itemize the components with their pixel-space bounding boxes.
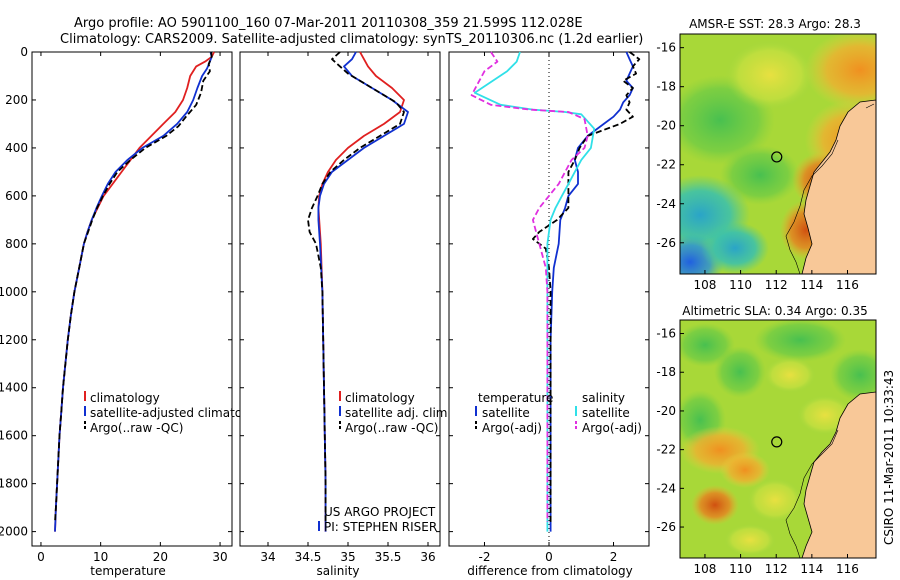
temp-legend-climatology: climatology <box>90 391 160 405</box>
salinity-x-tick-label-0: 34 <box>260 550 275 564</box>
diff-legend-sal-argo: Argo(-adj) <box>582 421 642 435</box>
temperature-x-tick-label-2: 20 <box>153 550 168 564</box>
difference-x-tick-label-1: 0 <box>545 550 553 564</box>
sst-map-lat-tick-label-1: -18 <box>656 80 676 94</box>
sal-legend-climatology: climatology <box>345 391 415 405</box>
sla-map-lat-tick-label-4: -24 <box>656 481 676 495</box>
salinity-series-argo-raw-qc <box>307 51 405 522</box>
temp-legend-satellite: satellite-adjusted climatology <box>90 406 268 420</box>
depth-tick-label-8: 1600 <box>0 429 28 443</box>
sst-map-lat-tick-label-5: -26 <box>656 236 676 250</box>
depth-tick-label-10: 2000 <box>0 525 28 539</box>
sla-map-argo-location-marker <box>771 436 783 448</box>
sla-map-title: Altimetric SLA: 0.34 Argo: 0.35 <box>682 304 867 318</box>
difference-series-salinity-argo-adj <box>470 51 589 522</box>
sla-bathymetry-contour <box>785 429 839 558</box>
salinity-panel: 34 34.5 35 35.5 36 salinity climatology sate… <box>239 51 451 578</box>
depth-tick-label-4: 800 <box>5 237 28 251</box>
sst-map-lat-tick-label-3: -22 <box>656 158 676 172</box>
sla-map-lon-tick-label-3: 114 <box>800 562 823 576</box>
depth-tick-label-3: 600 <box>5 189 28 203</box>
temperature-series-argo-raw-qc <box>54 51 213 523</box>
difference-plot-frame <box>448 51 650 547</box>
salinity-legend: climatology satellite adj. clim. Argo(..… <box>345 391 451 435</box>
temperature-xlabel: temperature <box>90 564 165 578</box>
temperature-legend: climatology satellite-adjusted climatolo… <box>90 391 268 435</box>
salinity-x-tick-label-4: 36 <box>420 550 435 564</box>
sst-map-lon-tick-label-2: 112 <box>765 278 788 292</box>
diff-legend-temp-argo: Argo(-adj) <box>482 421 542 435</box>
sst-coastline <box>801 99 876 274</box>
sst-map-lat-tick-label-2: -20 <box>656 119 676 133</box>
diff-legend-temperature-heading: temperature <box>478 391 553 405</box>
salinity-xlabel: salinity <box>316 564 359 578</box>
sla-map-lon-tick-label-2: 112 <box>765 562 788 576</box>
depth-tick-label-0: 0 <box>20 45 28 59</box>
sla-coastline <box>801 391 876 558</box>
difference-xlabel: difference from climatology <box>467 564 633 578</box>
temperature-x-tick-label-0: 0 <box>37 550 45 564</box>
figure-title-line2: Climatology: CARS2009. Satellite-adjuste… <box>60 32 643 47</box>
sla-map-field <box>680 320 876 558</box>
salinity-annotation-project: US ARGO PROJECT <box>324 505 436 519</box>
temperature-x-tick-label-3: 30 <box>212 550 227 564</box>
depth-tick-label-6: 1200 <box>0 333 28 347</box>
figure-title-line1: Argo profile: AO 5901100_160 07-Mar-2011… <box>74 16 583 31</box>
sst-map-field <box>680 34 876 274</box>
sla-map-lon-tick-label-0: 108 <box>693 562 716 576</box>
sla-map-lat-tick-label-0: -16 <box>656 327 676 341</box>
sal-legend-satellite: satellite adj. clim. <box>345 406 451 420</box>
sst-map-lon-tick-label-1: 110 <box>729 278 752 292</box>
depth-tick-label-5: 1000 <box>0 285 28 299</box>
salinity-x-tick-label-2: 35 <box>340 550 355 564</box>
sla-map-lat-tick-label-3: -22 <box>656 443 676 457</box>
diff-legend-temp-satellite: satellite <box>482 406 530 420</box>
sst-map-frame <box>679 33 877 275</box>
difference-panel: -2 0 2 difference from climatology tempera… <box>448 51 650 578</box>
diff-legend-sal-satellite: satellite <box>582 406 630 420</box>
difference-x-tick-label-0: -2 <box>478 550 490 564</box>
sla-map-panel: Altimetric SLA: 0.34 Argo: 0.35 108 110 11… <box>656 304 877 576</box>
temperature-plot-frame <box>31 51 233 547</box>
sst-map-title: AMSR-E SST: 28.3 Argo: 28.3 <box>689 17 861 31</box>
sla-map-lat-tick-label-5: -26 <box>656 520 676 534</box>
sla-map-lon-tick-label-1: 110 <box>729 562 752 576</box>
depth-tick-label-2: 400 <box>5 141 28 155</box>
diff-legend-salinity-heading: salinity <box>582 391 625 405</box>
sst-map-panel: AMSR-E SST: 28.3 Argo: 28.3 108 110 112 114… <box>656 17 877 292</box>
temperature-panel: 0 200 400 600 800 1000 1200 1400 1600 1800 2000 0 10… <box>0 45 268 578</box>
sst-map-lon-tick-label-4: 116 <box>836 278 859 292</box>
sst-bathymetry-contour <box>785 103 875 274</box>
sla-map-lat-tick-label-2: -20 <box>656 404 676 418</box>
temp-legend-argo: Argo(..raw -QC) <box>90 421 183 435</box>
sst-map-lat-tick-label-4: -24 <box>656 197 676 211</box>
depth-tick-label-9: 1800 <box>0 477 28 491</box>
sal-legend-argo: Argo(..raw -QC) <box>345 421 438 435</box>
difference-x-tick-label-2: 2 <box>610 550 618 564</box>
salinity-plot-frame <box>239 51 441 547</box>
depth-tick-label-1: 200 <box>5 93 28 107</box>
difference-series-temperature-argo-adj <box>532 51 641 522</box>
salinity-x-tick-label-3: 35.5 <box>375 550 402 564</box>
sst-map-lon-tick-label-0: 108 <box>693 278 716 292</box>
sst-map-lat-tick-label-0: -16 <box>656 41 676 55</box>
salinity-x-tick-label-1: 34.5 <box>295 550 322 564</box>
sla-map-lon-tick-label-4: 116 <box>836 562 859 576</box>
depth-tick-label-7: 1400 <box>0 381 28 395</box>
sla-map-lat-tick-label-1: -18 <box>656 365 676 379</box>
sla-map-frame <box>679 319 877 559</box>
csiro-timestamp: CSIRO 11-Mar-2011 10:33:43 <box>882 370 896 545</box>
salinity-annotation-pi: PI: STEPHEN RISER <box>324 520 437 534</box>
temperature-x-tick-label-1: 10 <box>93 550 108 564</box>
difference-legend: temperature satellite Argo(-adj) salinit… <box>478 391 642 435</box>
sst-map-argo-location-marker <box>771 151 783 163</box>
sst-map-lon-tick-label-3: 114 <box>800 278 823 292</box>
